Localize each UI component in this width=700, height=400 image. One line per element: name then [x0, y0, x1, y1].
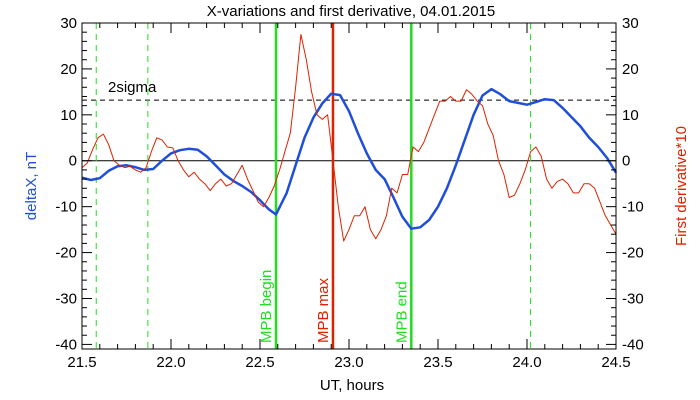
y-tick-label-right: 20	[622, 61, 639, 78]
y-tick-label-left: 20	[60, 61, 77, 78]
y-axis-label-left: deltaX, nT	[23, 152, 40, 220]
y-tick-label-right: -10	[622, 199, 644, 216]
derivative-series-line	[81, 34, 617, 242]
event-marker-label: MPB max	[315, 277, 332, 343]
x-tick-label: 22.0	[156, 354, 185, 371]
x-tick-label: 24.0	[512, 354, 541, 371]
chart-title: X-variations and first derivative, 04.01…	[207, 3, 496, 20]
x-tick-label: 23.0	[334, 354, 363, 371]
y-tick-label-right: -40	[622, 336, 644, 353]
y-tick-label-right: 30	[622, 15, 639, 32]
x-axis-label: UT, hours	[320, 377, 384, 394]
y-tick-label-right: -30	[622, 290, 644, 307]
y-tick-label-right: 0	[622, 153, 630, 170]
y-tick-label-left: -40	[55, 336, 77, 353]
y-tick-label-right: 10	[622, 107, 639, 124]
y-tick-label-left: -20	[55, 245, 77, 262]
y-tick-label-left: 10	[60, 107, 77, 124]
event-marker-label: MPB begin	[258, 270, 275, 343]
deltax-series-line	[81, 87, 618, 230]
y-tick-label-left: -30	[55, 290, 77, 307]
y-axis-label-right: First derivative*10	[673, 126, 690, 246]
event-marker-label: MPB end	[393, 281, 410, 343]
x-tick-label: 21.5	[67, 354, 96, 371]
x-tick-label: 23.5	[423, 354, 452, 371]
x-tick-label: 24.5	[601, 354, 630, 371]
y-tick-label-right: -20	[622, 245, 644, 262]
x-tick-label: 22.5	[245, 354, 274, 371]
y-tick-label-left: -10	[55, 199, 77, 216]
y-tick-label-left: 30	[60, 15, 77, 32]
plot-frame	[81, 22, 617, 350]
threshold-label: 2sigma	[108, 79, 157, 96]
y-tick-label-left: 0	[69, 153, 77, 170]
